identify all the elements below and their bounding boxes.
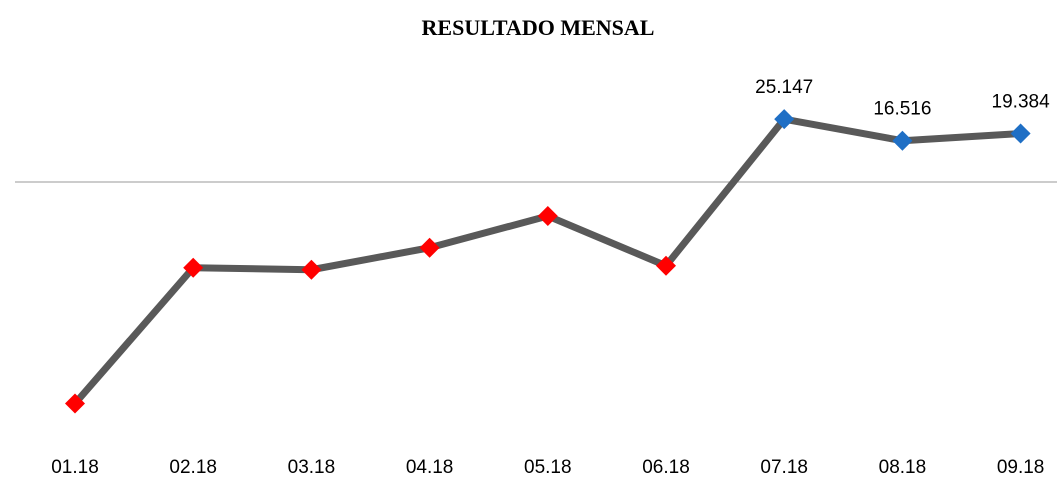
x-tick-label: 02.18 bbox=[169, 457, 217, 478]
marker bbox=[65, 393, 85, 414]
data-label: 19.384 bbox=[992, 92, 1051, 113]
marker bbox=[892, 130, 913, 151]
marker bbox=[301, 259, 322, 280]
marker bbox=[1010, 123, 1031, 144]
line bbox=[72, 115, 1021, 406]
x-tick-label: 04.18 bbox=[406, 457, 454, 478]
marker bbox=[537, 206, 558, 226]
marker bbox=[183, 257, 204, 278]
data-label: 16.516 bbox=[873, 99, 931, 120]
x-tick-label: 01.18 bbox=[51, 457, 99, 478]
x-tick-label: 08.18 bbox=[879, 457, 927, 478]
chart-title: RESULTADO MENSAL bbox=[422, 15, 655, 40]
marker bbox=[656, 255, 676, 276]
x-tick-label: 09.18 bbox=[997, 457, 1045, 478]
marker bbox=[774, 109, 795, 130]
x-tick-label: 07.18 bbox=[760, 457, 808, 478]
x-tick-label: 05.18 bbox=[524, 457, 572, 478]
x-tick-label: 03.18 bbox=[288, 457, 336, 478]
marker bbox=[419, 237, 440, 258]
data-label: 25.147 bbox=[755, 77, 813, 98]
x-tick-label: 06.18 bbox=[642, 457, 690, 478]
